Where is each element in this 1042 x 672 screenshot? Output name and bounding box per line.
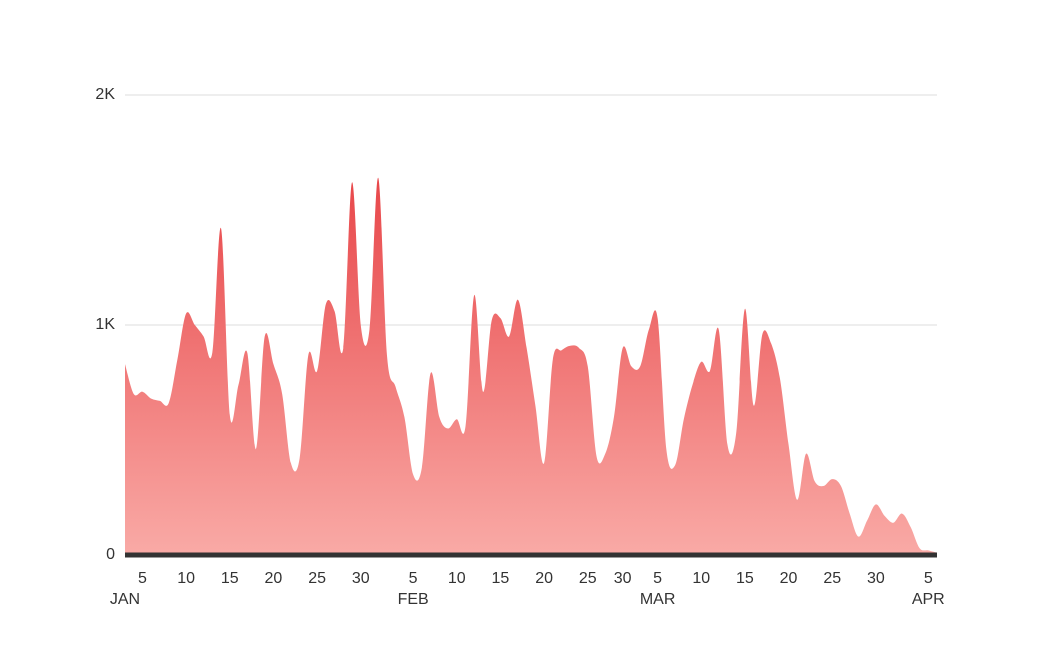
x-tick-label: 20 bbox=[780, 570, 798, 587]
x-tick-label: 20 bbox=[265, 570, 283, 587]
x-tick-label: 25 bbox=[308, 570, 326, 587]
y-tick-label: 0 bbox=[106, 546, 115, 563]
x-tick-label: 5 bbox=[409, 570, 418, 587]
y-tick-label: 2K bbox=[95, 86, 115, 103]
x-tick-label: 30 bbox=[867, 570, 885, 587]
month-label: JAN bbox=[110, 591, 140, 608]
x-tick-label: 15 bbox=[492, 570, 510, 587]
x-tick-label: 10 bbox=[692, 570, 710, 587]
x-tick-label: 10 bbox=[448, 570, 466, 587]
x-tick-label: 25 bbox=[579, 570, 597, 587]
x-tick-label: 15 bbox=[736, 570, 754, 587]
month-label: FEB bbox=[398, 591, 429, 608]
x-tick-label: 5 bbox=[924, 570, 933, 587]
month-label: APR bbox=[912, 591, 945, 608]
x-tick-label: 5 bbox=[653, 570, 662, 587]
x-tick-label: 25 bbox=[823, 570, 841, 587]
x-tick-label: 5 bbox=[138, 570, 147, 587]
x-tick-label: 30 bbox=[614, 570, 632, 587]
x-tick-label: 15 bbox=[221, 570, 239, 587]
area bbox=[125, 177, 937, 556]
x-tick-label: 10 bbox=[177, 570, 195, 587]
x-tick-label: 30 bbox=[352, 570, 370, 587]
month-label: MAR bbox=[640, 591, 676, 608]
y-tick-label: 1K bbox=[95, 316, 115, 333]
x-tick-label: 20 bbox=[535, 570, 553, 587]
